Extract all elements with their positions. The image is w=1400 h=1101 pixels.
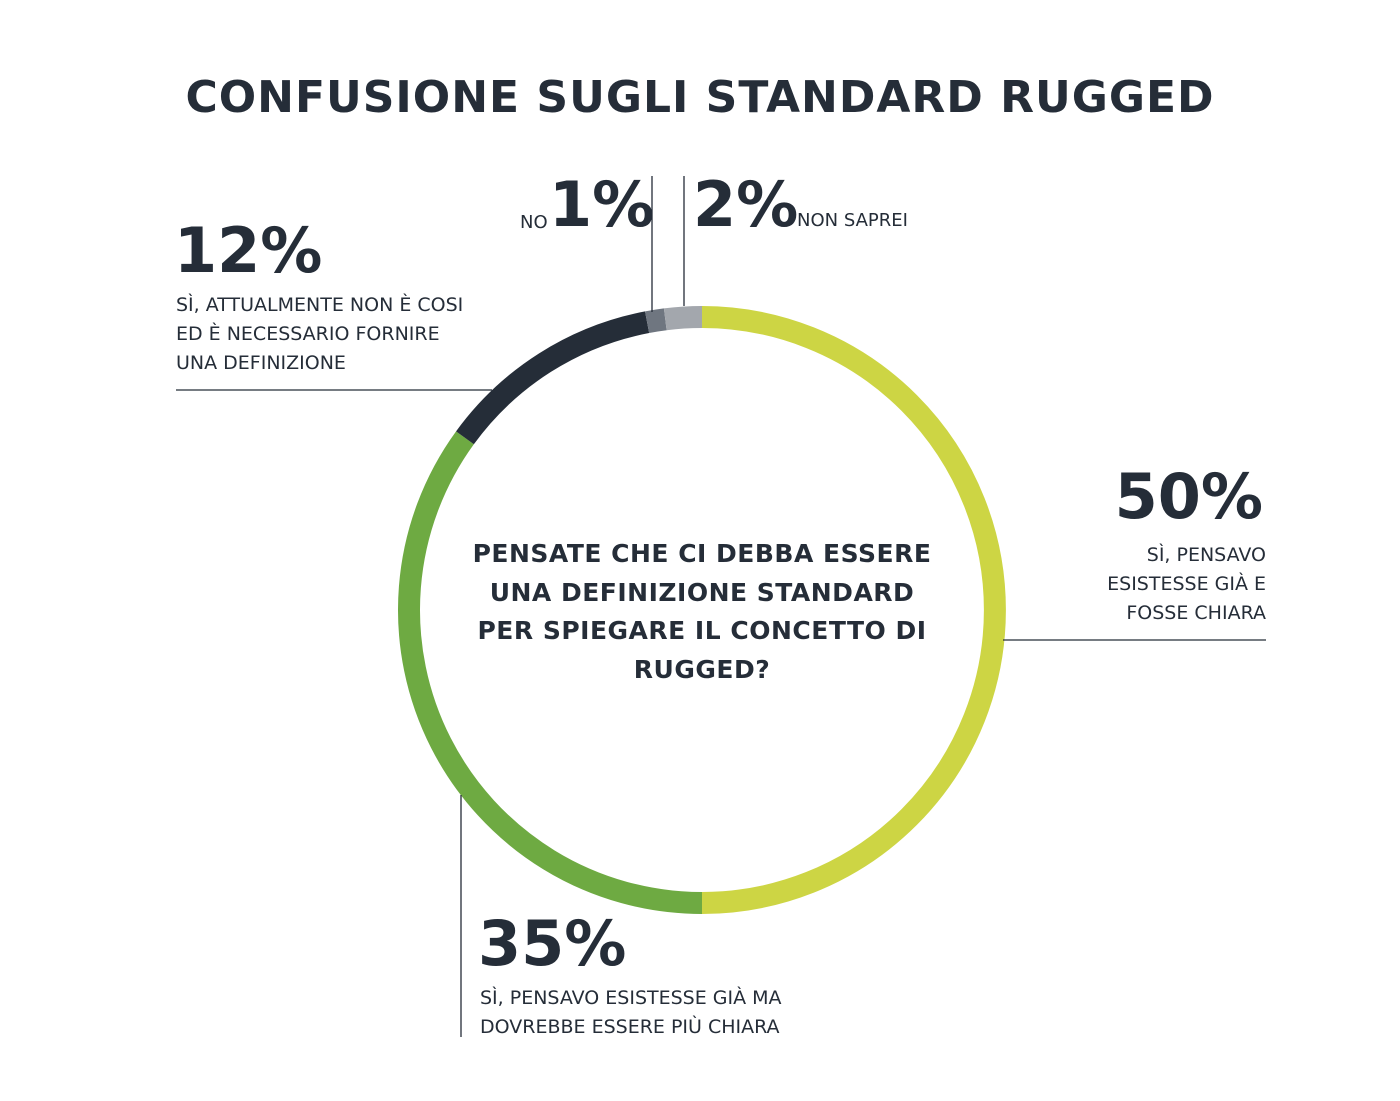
leader-lines bbox=[176, 176, 1266, 1037]
slice-yes-clear bbox=[701, 306, 1006, 914]
label-pct-yes-clear: 50% bbox=[1114, 460, 1263, 533]
label-desc-yes-clear: SÌ, PENSAVO ESISTESSE GIÀ E FOSSE CHIARA bbox=[1107, 544, 1266, 624]
chart-title: CONFUSIONE SUGLI STANDARD RUGGED bbox=[185, 72, 1215, 123]
label-desc-dontknow: NON SAPREI bbox=[797, 210, 908, 231]
slice-dontknow bbox=[663, 306, 703, 331]
label-pct-yes-unclear: 35% bbox=[478, 907, 627, 980]
label-pct-dontknow: 2% bbox=[693, 168, 799, 241]
slice-no bbox=[645, 308, 667, 334]
slice-yes-needed bbox=[456, 311, 650, 445]
label-desc-yes-needed: SÌ, ATTUALMENTE NON È COSI ED È NECESSAR… bbox=[176, 294, 464, 374]
label-desc-no: NO bbox=[520, 212, 548, 233]
slice-yes-unclear bbox=[398, 431, 703, 914]
label-pct-no: 1% bbox=[549, 168, 655, 241]
label-pct-yes-needed: 12% bbox=[174, 214, 323, 287]
center-question: PENSATE CHE CI DEBBA ESSERE UNA DEFINIZI… bbox=[472, 539, 932, 684]
label-desc-yes-unclear: SÌ, PENSAVO ESISTESSE GIÀ MA DOVREBBE ES… bbox=[480, 987, 782, 1038]
donut-slices bbox=[398, 306, 1006, 914]
